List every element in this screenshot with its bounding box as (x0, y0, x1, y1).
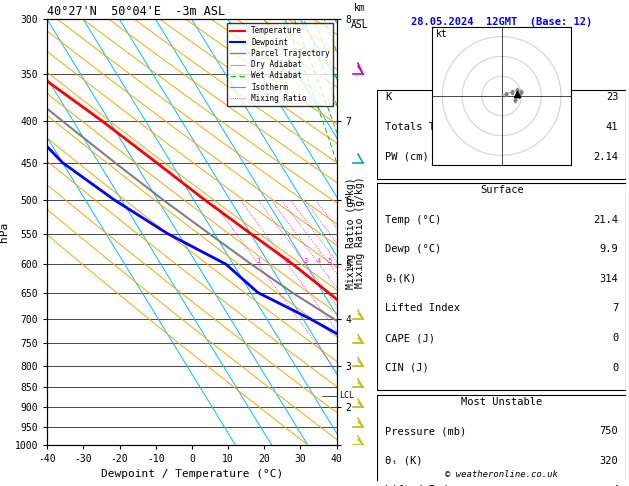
Text: θₜ(K): θₜ(K) (385, 274, 416, 284)
Text: 2.14: 2.14 (593, 152, 618, 161)
Text: Totals Totals: Totals Totals (385, 122, 466, 132)
Text: 2: 2 (286, 258, 290, 264)
Text: 5: 5 (328, 258, 332, 264)
Text: © weatheronline.co.uk: © weatheronline.co.uk (445, 470, 558, 479)
Text: 320: 320 (599, 456, 618, 466)
Text: 28.05.2024  12GMT  (Base: 12): 28.05.2024 12GMT (Base: 12) (411, 17, 593, 27)
Text: 21.4: 21.4 (593, 215, 618, 225)
Text: 41: 41 (606, 122, 618, 132)
Text: 0: 0 (612, 363, 618, 373)
Text: 1: 1 (256, 258, 260, 264)
Legend: Temperature, Dewpoint, Parcel Trajectory, Dry Adiabat, Wet Adiabat, Isotherm, Mi: Temperature, Dewpoint, Parcel Trajectory… (226, 23, 333, 106)
Text: Surface: Surface (480, 185, 523, 195)
Text: θₜ (K): θₜ (K) (385, 456, 422, 466)
Text: 4: 4 (317, 258, 321, 264)
Text: 750: 750 (599, 426, 618, 436)
Text: 0: 0 (612, 333, 618, 343)
Text: Dewp (°C): Dewp (°C) (385, 244, 441, 255)
Text: Temp (°C): Temp (°C) (385, 215, 441, 225)
Text: Pressure (mb): Pressure (mb) (385, 426, 466, 436)
Text: 23: 23 (606, 92, 618, 103)
Text: 314: 314 (599, 274, 618, 284)
Text: 7: 7 (612, 303, 618, 313)
Text: kt: kt (437, 29, 448, 38)
X-axis label: Dewpoint / Temperature (°C): Dewpoint / Temperature (°C) (101, 469, 283, 479)
Text: km: km (353, 3, 365, 13)
Text: Lifted Index: Lifted Index (385, 303, 460, 313)
Text: 3: 3 (304, 258, 308, 264)
Y-axis label: hPa: hPa (0, 222, 9, 242)
Text: LCL: LCL (340, 391, 354, 400)
Text: Mixing Ratio (g/kg): Mixing Ratio (g/kg) (346, 177, 356, 289)
Text: K: K (385, 92, 391, 103)
Text: PW (cm): PW (cm) (385, 152, 428, 161)
Text: ASL: ASL (351, 20, 369, 30)
Text: 40°27'N  50°04'E  -3m ASL: 40°27'N 50°04'E -3m ASL (47, 5, 225, 18)
Text: CIN (J): CIN (J) (385, 363, 428, 373)
Text: CAPE (J): CAPE (J) (385, 333, 435, 343)
Text: Most Unstable: Most Unstable (461, 397, 542, 407)
Text: 9.9: 9.9 (599, 244, 618, 255)
Text: Mixing Ratio (g/kg): Mixing Ratio (g/kg) (355, 176, 365, 288)
